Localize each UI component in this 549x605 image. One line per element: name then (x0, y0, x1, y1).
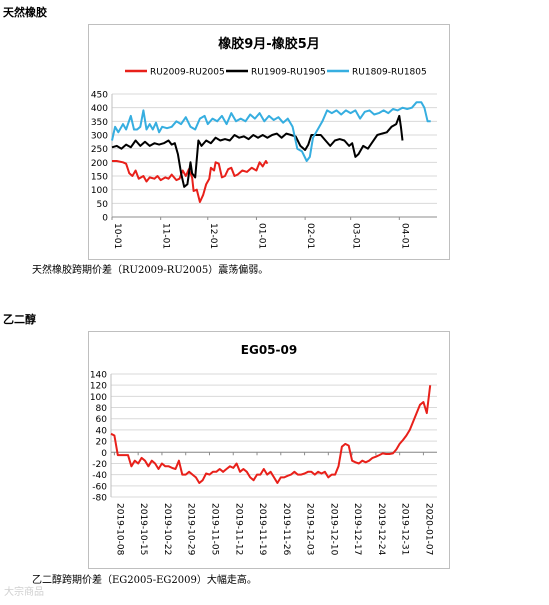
series-line-2 (111, 101, 431, 162)
x-tick-label-5: 03-01 (351, 223, 361, 249)
y-tick-label-8: 80 (96, 404, 108, 414)
y-tick-label-2: -40 (92, 471, 107, 481)
y-tick-label-10: 120 (90, 382, 107, 392)
legend-label-2: RU1809-RU1805 (352, 68, 427, 78)
series-line-0 (110, 385, 432, 484)
x-tick-label-13: 2020-01-07 (423, 503, 433, 555)
y-tick-label-2: 100 (91, 186, 108, 196)
x-tick-label-4: 02-01 (305, 223, 315, 249)
legend-label-0: RU2009-RU2005 (150, 68, 225, 78)
legend-label-1: RU1909-RU1905 (251, 68, 326, 78)
rubber-chart: 橡胶9月-橡胶5月 0 50 100 150 200 250 300 350 400 450 10-0… (88, 24, 450, 260)
y-tick-label-3: -20 (92, 460, 107, 470)
y-tick-label-0: -80 (92, 494, 107, 504)
y-tick-label-5: 20 (96, 438, 108, 448)
eg-section-heading: 乙二醇 (3, 313, 36, 326)
x-tick-label-7: 2019-11-26 (281, 503, 291, 556)
x-tick-label-5: 2019-11-12 (233, 503, 243, 555)
rubber-caption: 天然橡胶跨期价差（RU2009-RU2005）震荡偏弱。 (32, 265, 269, 276)
x-tick-label-9: 2019-12-10 (328, 503, 338, 556)
y-tick-label-7: 60 (96, 415, 108, 425)
y-tick-label-1: -60 (92, 482, 107, 492)
x-tick-label-0: 10-01 (112, 223, 122, 249)
x-tick-label-1: 11-01 (161, 223, 171, 249)
x-tick-label-11: 2019-12-24 (376, 503, 386, 556)
y-tick-label-4: 0 (101, 449, 107, 459)
x-tick-label-6: 2019-11-19 (257, 503, 267, 556)
x-tick-label-3: 01-01 (256, 223, 266, 249)
x-tick-label-8: 2019-12-03 (305, 503, 315, 555)
y-tick-label-9: 100 (90, 393, 107, 403)
x-tick-label-2: 12-01 (208, 223, 218, 249)
y-tick-label-0: 0 (102, 214, 108, 224)
x-tick-label-0: 2019-10-08 (114, 503, 124, 556)
eg-chart: EG05-09 -80 -60 -40 -20 0 20 40 60 80 100 120 140 201… (88, 331, 450, 569)
x-tick-label-3: 2019-10-29 (186, 503, 196, 556)
y-tick-label-6: 40 (96, 426, 108, 436)
x-tick-label-2: 2019-10-22 (162, 503, 172, 555)
x-tick-label-10: 2019-12-17 (352, 503, 362, 555)
series-line-1 (111, 114, 404, 188)
watermark: 大宗商品 (4, 587, 44, 598)
chart-title: 橡胶9月-橡胶5月 (218, 36, 320, 52)
x-tick-label-1: 2019-10-15 (138, 503, 148, 555)
chart-title: EG05-09 (241, 343, 297, 357)
series-line-0 (112, 160, 269, 203)
eg-caption: 乙二醇跨期价差（EG2005-EG2009）大幅走高。 (32, 575, 257, 586)
y-tick-label-4: 200 (91, 159, 108, 169)
y-tick-label-1: 50 (97, 200, 109, 210)
rubber-section-heading: 天然橡胶 (3, 6, 47, 19)
x-tick-label-6: 04-01 (399, 223, 409, 249)
y-tick-label-9: 450 (91, 91, 108, 101)
x-tick-label-4: 2019-11-05 (209, 503, 219, 555)
y-tick-label-3: 150 (91, 173, 108, 183)
rubber-chart-svg: 橡胶9月-橡胶5月 0 50 100 150 200 250 300 350 400 450 10-0… (91, 36, 437, 249)
y-tick-label-8: 400 (91, 104, 108, 114)
y-tick-label-5: 250 (91, 145, 108, 155)
y-tick-label-7: 350 (91, 118, 108, 128)
y-tick-label-11: 140 (90, 371, 107, 381)
y-tick-label-6: 300 (91, 132, 108, 142)
x-tick-label-12: 2019-12-31 (400, 503, 410, 555)
